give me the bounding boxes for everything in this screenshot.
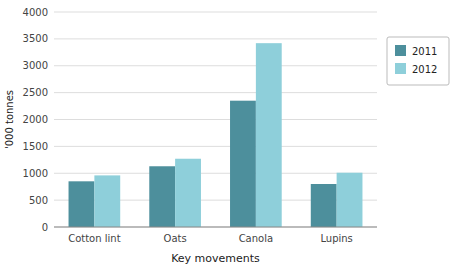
- grid-line: [54, 146, 377, 147]
- legend: 2011 2012: [387, 37, 449, 85]
- grid: [54, 12, 377, 227]
- y-tick-label: 2500: [23, 87, 48, 98]
- bar: [230, 101, 256, 227]
- x-tick-label: Lupins: [320, 233, 352, 244]
- x-axis-line: [54, 227, 377, 228]
- x-axis-label: Key movements: [171, 252, 260, 265]
- x-tick-label: Oats: [164, 233, 187, 244]
- y-tick-label: 3500: [23, 33, 48, 44]
- y-axis-label: '000 tonnes: [4, 90, 15, 149]
- y-tick-label: 1500: [23, 141, 48, 152]
- y-tick-label: 3000: [23, 60, 48, 71]
- y-tick-label: 500: [29, 195, 48, 206]
- y-tick-label: 0: [42, 222, 48, 233]
- chart-svg: 0 500 1000 1500 2000 2500 3000 3500 4000 Cotton l…: [0, 0, 457, 275]
- bar: [256, 43, 282, 227]
- grid-line: [54, 38, 377, 39]
- y-tick-label: 4000: [23, 7, 48, 18]
- bar: [94, 175, 120, 227]
- legend-frame: [387, 37, 449, 85]
- grid-line: [54, 119, 377, 120]
- bar: [311, 184, 337, 227]
- grid-line: [54, 65, 377, 66]
- legend-label: 2012: [412, 64, 437, 75]
- legend-swatch: [395, 63, 406, 74]
- bar: [337, 173, 363, 227]
- legend-swatch: [395, 45, 406, 56]
- chart-container: 0 500 1000 1500 2000 2500 3000 3500 4000 Cotton l…: [0, 0, 457, 275]
- grid-line: [54, 173, 377, 174]
- x-tick-label: Canola: [239, 233, 273, 244]
- bar: [69, 181, 95, 227]
- bar: [175, 159, 201, 227]
- grid-line: [54, 12, 377, 13]
- x-tick-label: Cotton lint: [68, 233, 120, 244]
- bar: [149, 166, 175, 227]
- legend-label: 2011: [412, 46, 437, 57]
- grid-line: [54, 227, 377, 228]
- grid-line: [54, 92, 377, 93]
- y-tick-label: 2000: [23, 114, 48, 125]
- y-tick-label: 1000: [23, 168, 48, 179]
- bars: [69, 43, 363, 227]
